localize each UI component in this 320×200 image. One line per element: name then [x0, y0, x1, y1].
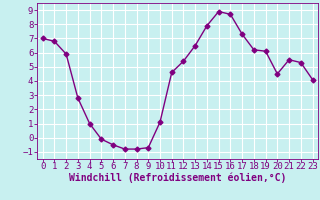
- X-axis label: Windchill (Refroidissement éolien,°C): Windchill (Refroidissement éolien,°C): [69, 173, 286, 183]
